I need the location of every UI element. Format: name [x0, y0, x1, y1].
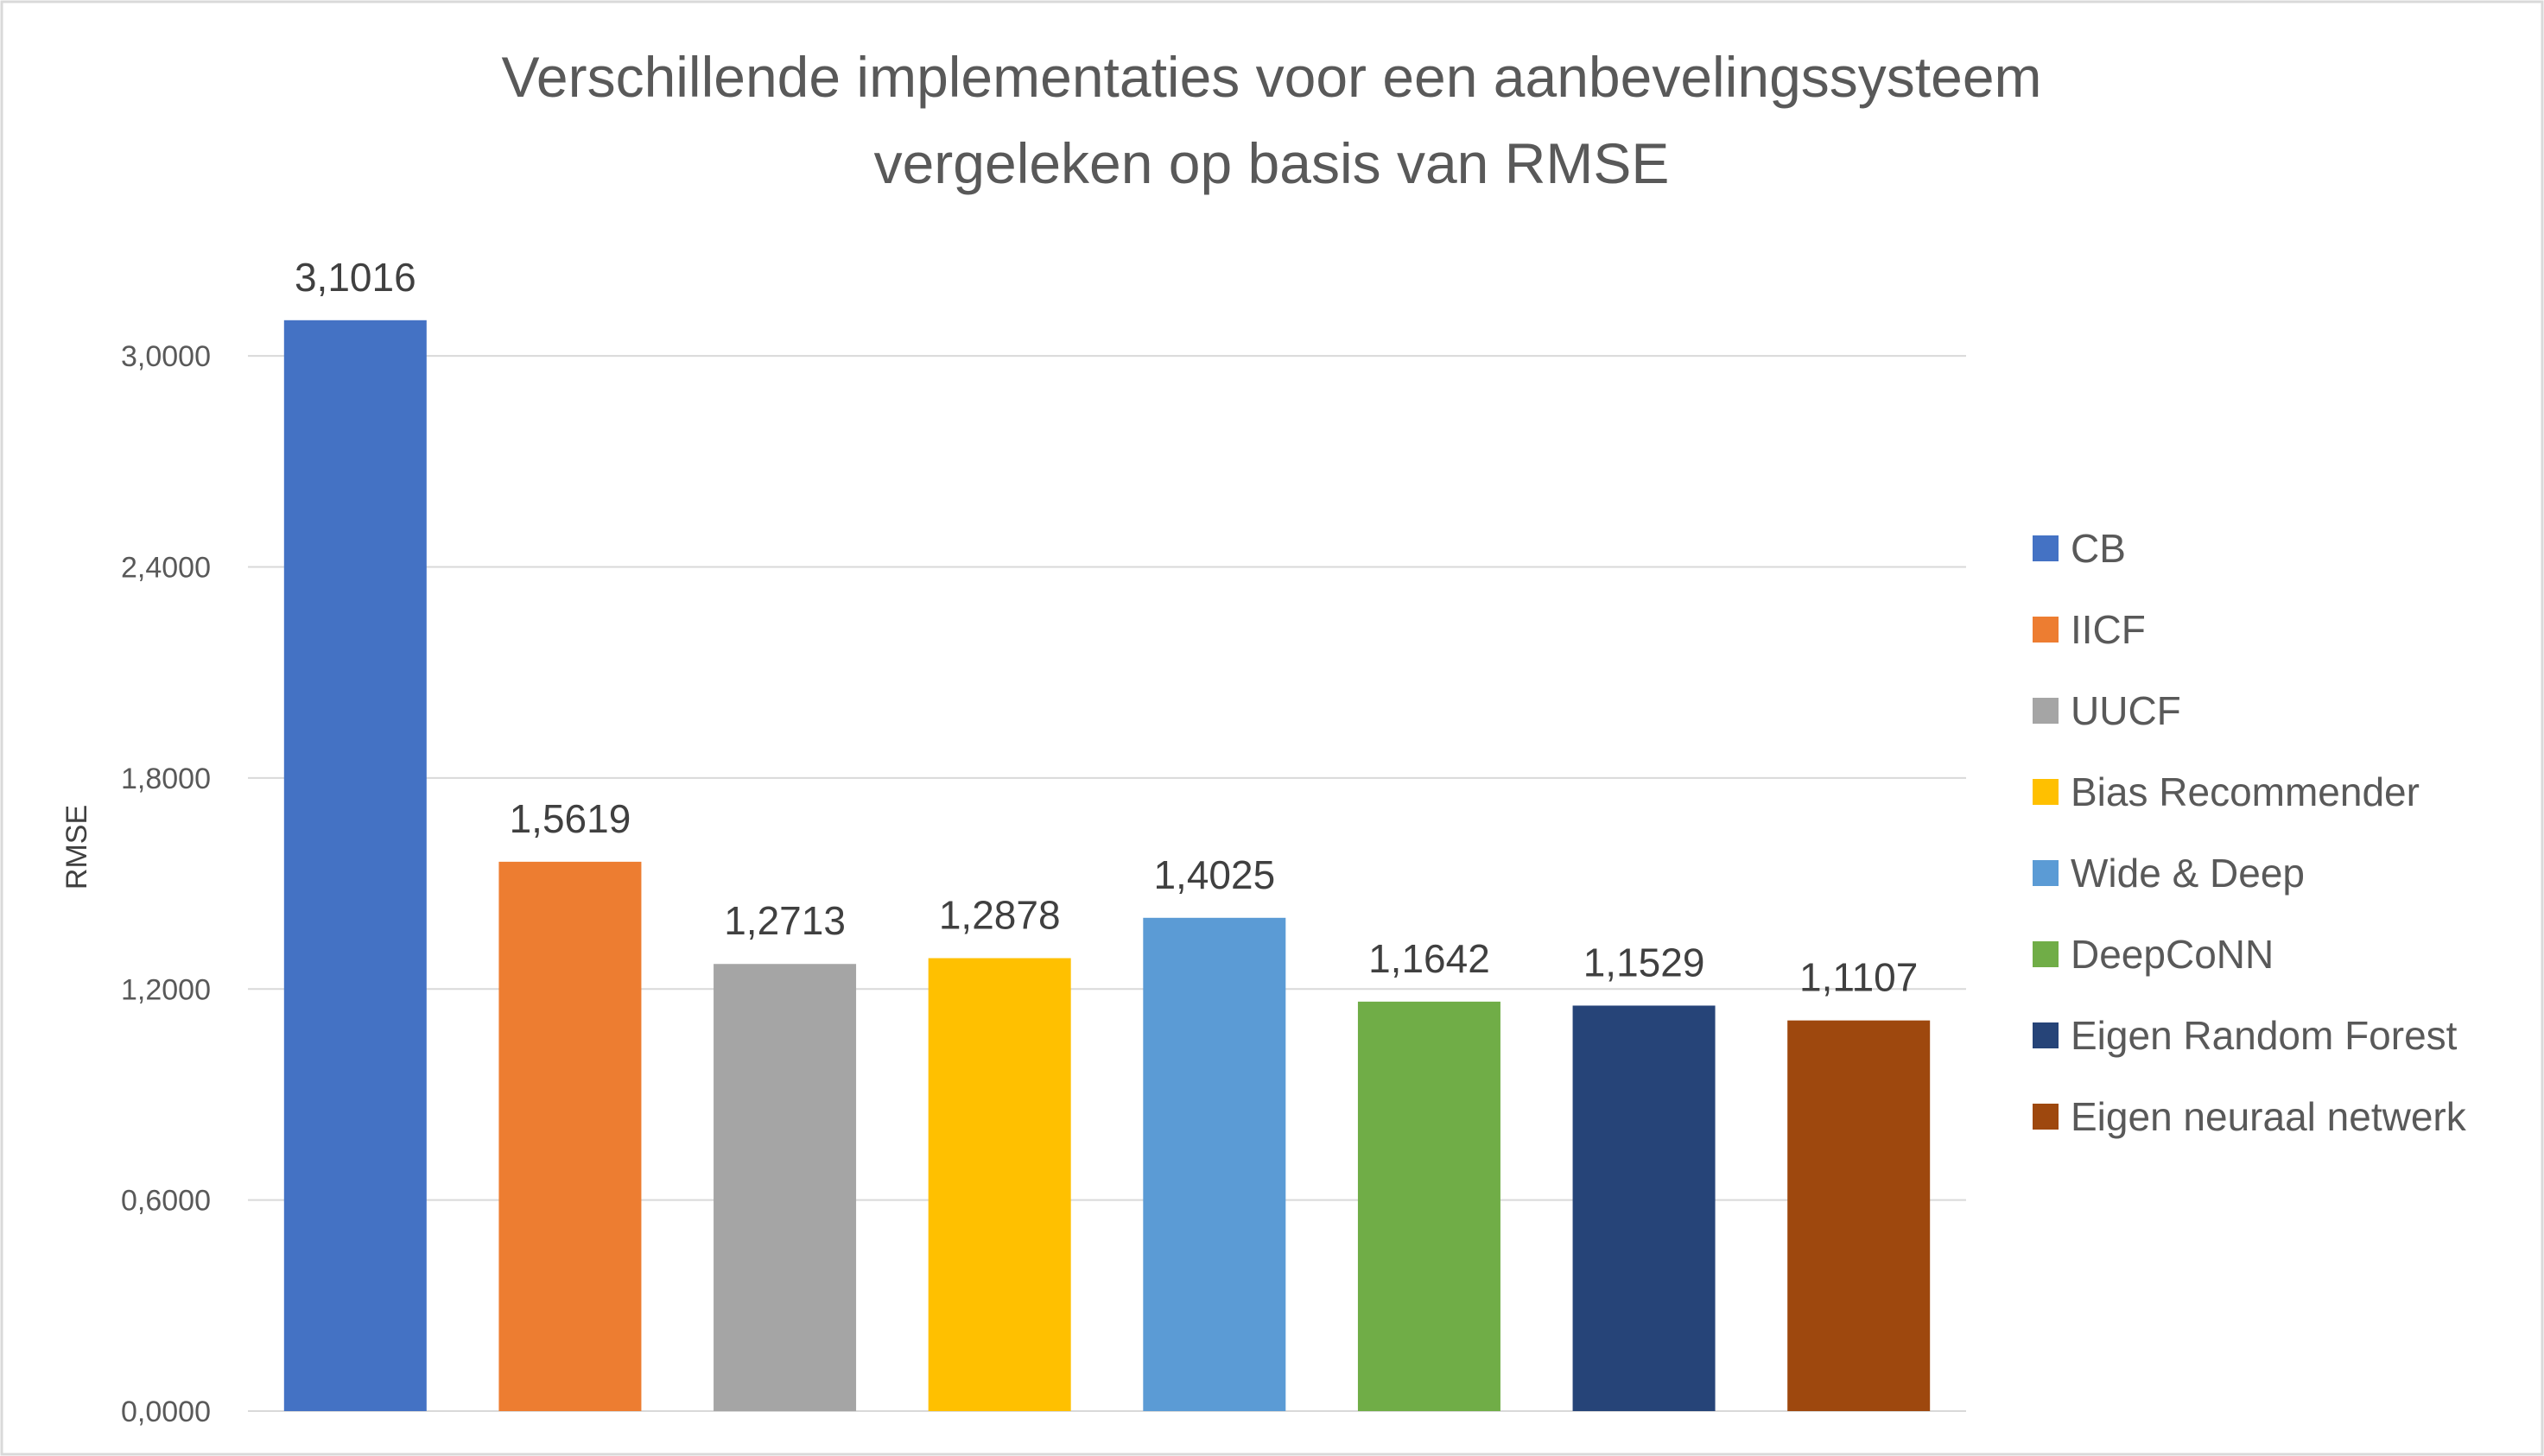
legend-swatch	[2033, 1104, 2059, 1130]
chart-title-line-2: vergeleken op basis van RMSE	[874, 131, 1670, 195]
legend-item: Eigen Random Forest	[2033, 1013, 2458, 1058]
legend-item: IICF	[2033, 607, 2146, 652]
bar-eigen-random-forest	[1572, 1005, 1716, 1411]
data-label: 1,1107	[1799, 955, 1918, 1000]
y-tick-label: 0,0000	[121, 1396, 211, 1428]
y-axis-label: RMSE	[60, 805, 93, 889]
y-tick-label: 2,4000	[121, 552, 211, 585]
data-label: 1,1529	[1583, 940, 1705, 984]
legend-label: Eigen neuraal netwerk	[2071, 1094, 2467, 1139]
legend-label: CB	[2071, 526, 2126, 571]
y-axis-ticks: 0,0000 0,6000 1,2000 1,8000 2,4000 3,0000	[121, 340, 211, 1428]
bar-cb	[283, 320, 427, 1411]
y-tick-label: 1,8000	[121, 763, 211, 795]
legend-item: DeepCoNN	[2033, 932, 2274, 977]
legend-item: Wide & Deep	[2033, 851, 2305, 896]
legend-label: IICF	[2071, 607, 2146, 652]
legend-label: Wide & Deep	[2071, 851, 2305, 896]
legend-swatch	[2033, 698, 2059, 724]
legend: CB IICF UUCF Bias Recommender Wide & Deep Dee…	[2033, 526, 2467, 1139]
y-tick-label: 1,2000	[121, 973, 211, 1006]
legend-swatch	[2033, 941, 2059, 967]
legend-label: Eigen Random Forest	[2071, 1013, 2458, 1058]
data-label: 1,5619	[510, 796, 631, 841]
bar-deepconn	[1357, 1001, 1500, 1411]
legend-swatch	[2033, 860, 2059, 886]
data-label: 1,4025	[1153, 852, 1275, 897]
bar-iicf	[498, 861, 642, 1411]
y-tick-label: 0,6000	[121, 1185, 211, 1218]
legend-swatch	[2033, 535, 2059, 561]
chart-title-line-1: Verschillende implementaties voor een aa…	[502, 45, 2042, 109]
data-label: 1,2713	[724, 898, 846, 943]
legend-swatch	[2033, 779, 2059, 805]
data-label: 3,1016	[295, 255, 416, 300]
bars	[283, 320, 1931, 1411]
y-tick-label: 3,0000	[121, 340, 211, 373]
bar-uucf	[714, 964, 857, 1411]
data-labels: 3,1016 1,5619 1,2713 1,2878 1,4025 1,1642 1,15…	[295, 255, 1918, 1000]
bar-bias-recommender	[928, 958, 1071, 1411]
legend-label: UUCF	[2071, 688, 2181, 733]
legend-item: CB	[2033, 526, 2126, 571]
data-label: 1,2878	[939, 893, 1061, 938]
bar-eigen-neuraal-netwerk	[1787, 1020, 1931, 1411]
legend-label: Bias Recommender	[2071, 769, 2420, 814]
legend-label: DeepCoNN	[2071, 932, 2274, 977]
legend-item: Bias Recommender	[2033, 769, 2420, 814]
data-label: 1,1642	[1368, 936, 1490, 981]
legend-item: Eigen neuraal netwerk	[2033, 1094, 2467, 1139]
legend-swatch	[2033, 1022, 2059, 1048]
bar-wide-deep	[1143, 917, 1286, 1411]
legend-swatch	[2033, 617, 2059, 643]
legend-item: UUCF	[2033, 688, 2181, 733]
